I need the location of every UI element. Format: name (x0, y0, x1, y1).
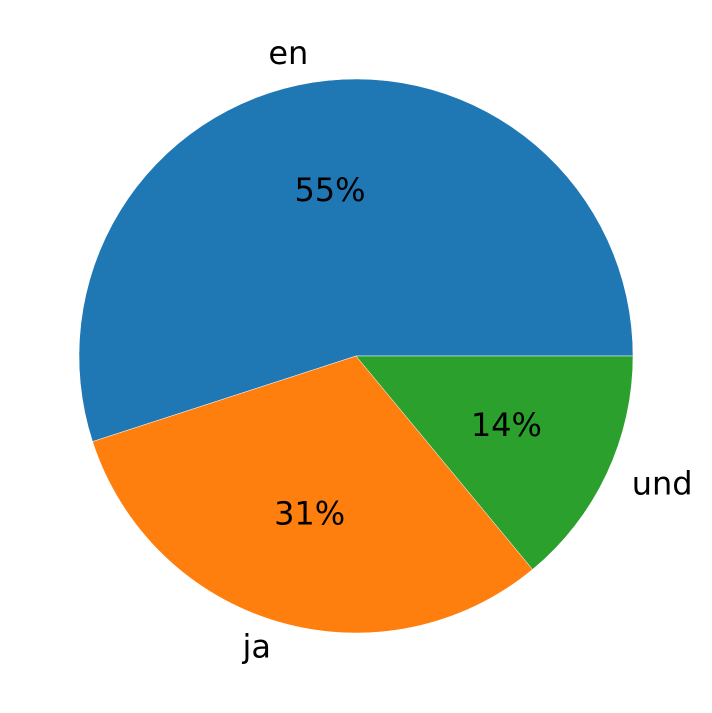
pct-label-ja: 31% (274, 495, 345, 533)
pie-slice-en (78, 78, 634, 442)
pie-labels: en 55% ja 31% und 14% (241, 34, 692, 666)
pie-slices (78, 78, 634, 634)
pct-label-en: 55% (294, 171, 365, 209)
slice-label-ja: ja (241, 628, 271, 666)
slice-label-und: und (632, 465, 693, 503)
pct-label-und: 14% (471, 406, 542, 444)
pie-slice-und (355, 355, 634, 570)
slice-label-en: en (268, 34, 308, 72)
pie-slice-ja (92, 355, 533, 634)
